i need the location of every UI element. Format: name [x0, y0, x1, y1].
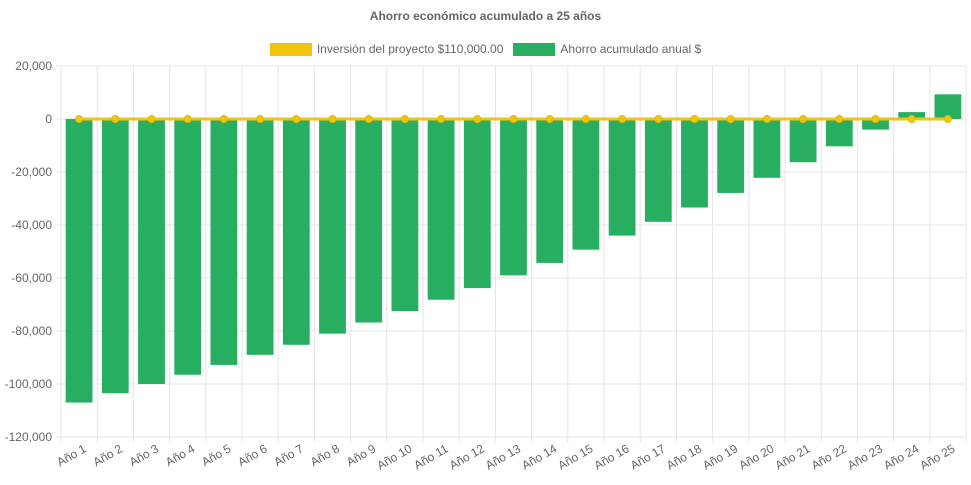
- x-tick-label: Año 6: [235, 441, 269, 469]
- legend-label-savings: Ahorro acumulado anual $: [560, 42, 702, 56]
- legend-label-investment: Inversión del proyecto $110,000.00: [316, 42, 504, 56]
- x-tick-label: Año 13: [483, 441, 523, 472]
- investment-point-22: [835, 115, 844, 123]
- bar-12: [463, 119, 491, 289]
- y-tick-label: -100,000: [5, 377, 53, 391]
- x-tick-label: Año 7: [272, 441, 306, 469]
- legend-item-savings[interactable]: Ahorro acumulado anual $: [513, 42, 701, 56]
- investment-point-19: [726, 115, 735, 123]
- x-tick-label: Año 22: [809, 441, 849, 472]
- y-tick-label: -80,000: [11, 324, 52, 338]
- investment-point-17: [654, 115, 663, 123]
- investment-point-25: [943, 115, 952, 123]
- investment-point-2: [111, 115, 120, 123]
- bar-23: [862, 119, 889, 130]
- x-tick-label: Año 14: [519, 441, 559, 472]
- bar-4: [174, 119, 202, 375]
- investment-point-6: [256, 115, 265, 123]
- bar-22: [825, 119, 853, 147]
- bar-6: [246, 119, 274, 355]
- investment-point-11: [437, 115, 446, 123]
- investment-point-1: [75, 115, 84, 123]
- bar-7: [282, 119, 310, 345]
- investment-point-18: [690, 115, 699, 123]
- bar-25: [934, 94, 962, 119]
- y-tick-label: -20,000: [11, 165, 52, 179]
- bar-18: [681, 119, 708, 208]
- bar-15: [572, 119, 600, 250]
- chart-title: Ahorro económico acumulado a 25 años: [369, 9, 602, 23]
- y-tick-label: -60,000: [11, 271, 52, 285]
- bar-2: [101, 119, 129, 394]
- x-tick-label: Año 21: [773, 441, 813, 472]
- x-tick-label: Año 4: [163, 441, 197, 469]
- x-tick-label: Año 16: [592, 441, 632, 472]
- bar-9: [355, 119, 383, 323]
- x-tick-label: Año 20: [736, 441, 776, 472]
- investment-point-5: [219, 115, 228, 123]
- x-tick-label: Año 19: [700, 441, 740, 472]
- legend-swatch-investment: [269, 42, 312, 56]
- x-tick-label: Año 17: [628, 441, 668, 472]
- bar-10: [391, 119, 419, 312]
- investment-point-20: [762, 115, 771, 123]
- x-tick-label: Año 18: [664, 441, 704, 472]
- bar-14: [536, 119, 564, 263]
- bar-21: [789, 119, 817, 163]
- bar-13: [500, 119, 527, 276]
- bar-20: [753, 119, 781, 178]
- x-tick-label: Año 3: [127, 441, 161, 469]
- x-tick-label: Año 1: [54, 441, 88, 469]
- investment-point-3: [147, 115, 156, 123]
- investment-point-4: [183, 115, 192, 123]
- x-tick-label: Año 5: [199, 441, 233, 469]
- bar-17: [644, 119, 672, 222]
- bar-5: [210, 119, 238, 365]
- investment-point-7: [292, 115, 301, 123]
- x-tick-label: Año 25: [917, 441, 957, 472]
- y-tick-label: 0: [45, 112, 52, 126]
- y-tick-label: -120,000: [5, 430, 53, 444]
- legend-swatch-savings: [513, 42, 556, 56]
- investment-point-21: [799, 115, 808, 123]
- legend-item-investment[interactable]: Inversión del proyecto $110,000.00: [269, 42, 504, 56]
- bar-19: [717, 119, 745, 193]
- investment-point-8: [328, 115, 337, 123]
- bar-16: [608, 119, 636, 236]
- bar-1: [65, 119, 93, 403]
- y-tick-label: -40,000: [11, 218, 52, 232]
- bar-11: [427, 119, 455, 300]
- x-tick-label: Año 24: [881, 441, 921, 472]
- investment-point-24: [907, 115, 916, 123]
- investment-point-10: [400, 115, 409, 123]
- x-tick-label: Año 15: [555, 441, 595, 472]
- investment-point-12: [473, 115, 482, 123]
- investment-point-14: [545, 115, 554, 123]
- x-tick-label: Año 10: [374, 441, 414, 472]
- investment-point-15: [581, 115, 590, 123]
- y-tick-label: 20,000: [15, 59, 52, 73]
- investment-point-23: [871, 115, 880, 123]
- x-tick-label: Año 2: [91, 441, 125, 469]
- investment-point-16: [618, 115, 627, 123]
- x-tick-label: Año 12: [447, 441, 487, 472]
- chart-legend: Inversión del proyecto $110,000.00 Ahorr…: [0, 42, 971, 56]
- x-tick-label: Año 23: [845, 441, 885, 472]
- investment-point-9: [364, 115, 373, 123]
- x-tick-label: Año 11: [411, 441, 450, 472]
- x-tick-label: Año 9: [344, 441, 378, 469]
- bar-8: [319, 119, 346, 334]
- bar-3: [138, 119, 165, 384]
- investment-point-13: [509, 115, 518, 123]
- x-tick-label: Año 8: [308, 441, 342, 469]
